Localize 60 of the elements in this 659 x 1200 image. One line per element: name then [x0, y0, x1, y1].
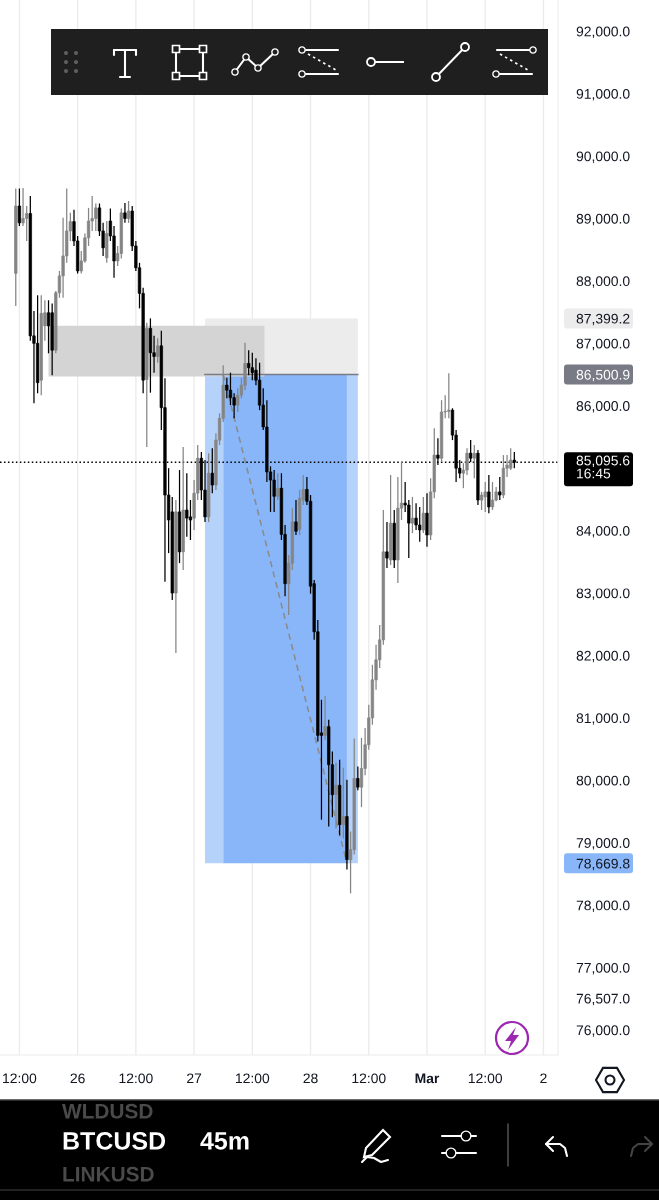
y-tick-label: 88,000.0 [576, 276, 630, 288]
y-tick-label: 81,000.0 [576, 713, 630, 725]
candlestick [294, 499, 298, 536]
y-tick-label: 89,000.0 [576, 213, 630, 226]
text: WLDUSD [62, 1103, 153, 1119]
candlestick [156, 337, 160, 364]
x-tick-label: 12:00 [352, 1073, 386, 1084]
text: LINKUSD [63, 1166, 154, 1182]
candlestick [436, 437, 440, 466]
candlestick [498, 476, 502, 501]
candlestick [323, 695, 327, 741]
y-tick-label: 76,507.0 [576, 993, 630, 1006]
x-tick-label: 12:00 [468, 1073, 503, 1084]
candlestick [483, 481, 487, 513]
candlestick [46, 299, 51, 354]
candlestick [425, 492, 429, 548]
candlestick [188, 499, 193, 541]
candlestick [472, 444, 476, 479]
candlestick [487, 474, 491, 514]
candlestick [341, 767, 345, 840]
x-tick-label: 12:00 [119, 1073, 153, 1084]
y-tick-label: 82,000.0 [576, 650, 630, 663]
text: BTCUSD [63, 1132, 166, 1150]
y-tick-label: 78,000.0 [576, 900, 630, 912]
y-tick-label: 91,000.0 [576, 88, 630, 101]
y-tick-label: 84,000.0 [576, 525, 630, 538]
text: 45m [200, 1132, 249, 1150]
candlestick [334, 762, 338, 830]
y-tick-label: 87,399.2 [576, 313, 630, 326]
x-tick-label: 2 [540, 1073, 547, 1084]
candlestick [410, 496, 415, 534]
y-tick-label: 87,000.0 [576, 338, 630, 351]
x-tick-label: 26 [70, 1073, 85, 1084]
y-tick-label: 86,500.9 [576, 369, 630, 382]
candlestick [447, 372, 451, 419]
y-tick-label: 83,000.0 [576, 588, 630, 600]
x-tick-label: 12:00 [3, 1073, 37, 1084]
ref-line-label: 85,095.6 16:45 [576, 455, 630, 479]
candlestick [123, 202, 127, 224]
candlestick [418, 506, 422, 543]
candlestick [385, 521, 389, 569]
x-tick-label: 27 [187, 1073, 202, 1084]
y-tick-label: 86,000.0 [576, 401, 630, 413]
y-tick-label: 90,000.0 [576, 151, 630, 163]
y-tick-label: 79,000.0 [576, 838, 630, 850]
candlestick [276, 472, 280, 501]
y-tick-label: 78,669.8 [576, 858, 630, 871]
x-tick-label: 28 [303, 1073, 318, 1084]
candlestick [356, 765, 360, 791]
candlestick [250, 352, 254, 381]
candlestick [247, 349, 251, 376]
y-tick-label: 77,000.0 [576, 962, 630, 975]
candlestick [421, 496, 425, 534]
x-tick-label: Mar [415, 1073, 440, 1084]
x-tick-label: 12:00 [236, 1073, 270, 1084]
y-tick-label: 76,000.0 [576, 1025, 630, 1037]
y-tick-label: 80,000.0 [576, 775, 630, 788]
candlestick [272, 469, 276, 513]
y-tick-label: 92,000.0 [576, 26, 630, 39]
candlestick [185, 472, 189, 538]
